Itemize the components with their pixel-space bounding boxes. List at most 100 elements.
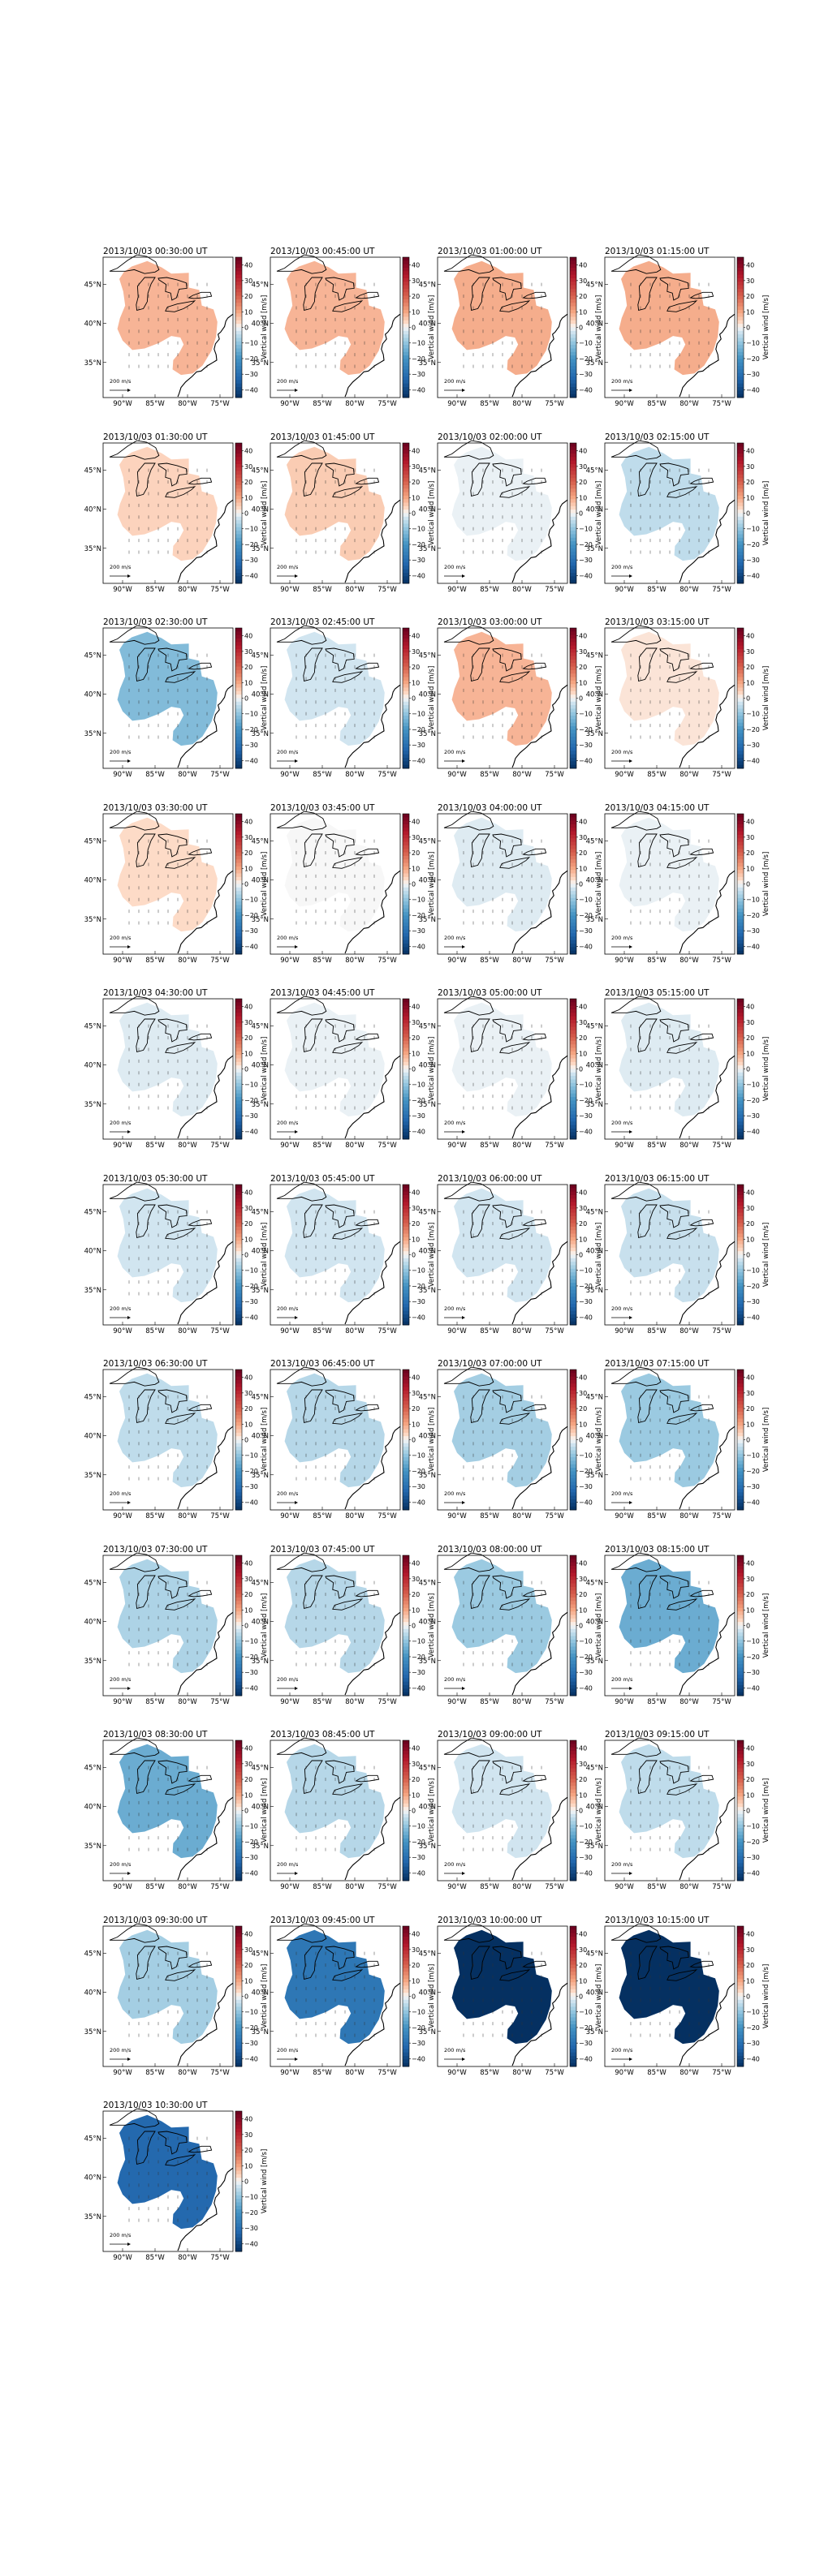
colorbar-segment (570, 527, 576, 531)
colorbar-segment (403, 390, 409, 395)
y-tick-label: 35°N (586, 1286, 603, 1294)
lake-outline (136, 1018, 156, 1052)
colorbar-segment (570, 1558, 576, 1563)
colorbar-segment (570, 837, 576, 842)
axes-frame (270, 256, 401, 398)
colorbar-tick-label: 20 (746, 293, 754, 300)
colorbar-segment (570, 1223, 576, 1227)
panel-title: 2013/10/03 02:15:00 UT (605, 432, 710, 442)
colorbar-segment (403, 719, 409, 724)
colorbar-segment (570, 348, 576, 353)
reference-arrow-label: 200 m/s (110, 1490, 132, 1497)
coastline (177, 499, 234, 583)
colorbar-tick-label: 40 (244, 1374, 252, 1382)
colorbar-tick-label: 10 (244, 865, 252, 872)
reference-arrow-head (295, 1315, 298, 1319)
y-tick-label: 35°N (252, 1286, 269, 1294)
colorbar-segment (235, 908, 242, 913)
lake-outline (188, 1219, 213, 1226)
coastline (679, 870, 736, 953)
x-tick-label: 90°W (280, 1142, 300, 1150)
wind-region (284, 631, 385, 746)
colorbar-segment (570, 569, 576, 573)
colorbar-segment (737, 831, 744, 835)
colorbar-segment (570, 492, 576, 496)
colorbar-segment (403, 813, 409, 818)
colorbar-segment (570, 1202, 576, 1206)
lake-outline (689, 291, 714, 299)
lake-outline (443, 996, 494, 1016)
coastline (344, 313, 401, 398)
colorbar-segment (737, 1065, 744, 1069)
colorbar-segment (737, 1047, 744, 1052)
colorbar-segment (737, 1219, 744, 1223)
colorbar-segment (403, 579, 409, 583)
y-tick-label: 35°N (84, 1472, 101, 1480)
y-tick-label: 40°N (419, 691, 436, 699)
colorbar-tick-label: −10 (244, 1637, 258, 1645)
panel-title: 2013/10/03 02:30:00 UT (103, 617, 208, 627)
colorbar-segment (403, 1593, 409, 1598)
wind-region (284, 260, 385, 376)
colorbar-segment (235, 631, 242, 636)
colorbar-segment (235, 1394, 242, 1398)
colorbar-segment (737, 666, 744, 671)
x-tick-label: 85°W (480, 1512, 499, 1520)
colorbar-tick-label: −10 (746, 340, 760, 347)
colorbar-segment (570, 306, 576, 311)
colorbar-tick-label: 20 (579, 479, 587, 486)
reference-arrow-label: 200 m/s (444, 935, 466, 941)
colorbar-segment (403, 761, 409, 766)
colorbar-segment (235, 1321, 242, 1325)
lake-outline (165, 1042, 196, 1054)
colorbar-segment (570, 1044, 576, 1048)
colorbar-segment (403, 999, 409, 1003)
x-tick-label: 80°W (178, 1327, 197, 1335)
colorbar-segment (737, 537, 744, 542)
lake-outline (303, 462, 323, 497)
colorbar-segment (570, 1037, 576, 1042)
colorbar-segment (235, 1005, 242, 1010)
wind-region (284, 1002, 385, 1117)
colorbar-tick-label: 20 (244, 1220, 252, 1228)
colorbar-segment (570, 1436, 576, 1440)
colorbar-tick-label: −40 (746, 757, 760, 764)
colorbar-segment (403, 929, 409, 933)
lake-outline (303, 647, 323, 682)
colorbar-segment (737, 1408, 744, 1413)
reference-arrow-head (462, 944, 465, 948)
y-tick-label: 35°N (419, 1657, 436, 1665)
colorbar-label: Vertical wind [m/s] (261, 1593, 269, 1658)
colorbar-segment (235, 1464, 242, 1469)
x-tick-label: 80°W (345, 1698, 365, 1706)
colorbar-segment (403, 467, 409, 471)
colorbar-segment (737, 879, 744, 884)
colorbar-segment (570, 845, 576, 849)
y-tick-label: 45°N (84, 652, 101, 660)
colorbar-segment (403, 1069, 409, 1073)
colorbar-segment (235, 471, 242, 475)
y-tick-label: 35°N (419, 730, 436, 738)
colorbar-segment (570, 558, 576, 562)
colorbar-segment (235, 1254, 242, 1258)
colorbar-tick-label: −20 (412, 355, 425, 363)
colorbar-segment (235, 1415, 242, 1419)
axes-frame (604, 256, 736, 398)
colorbar-segment (570, 1111, 576, 1116)
colorbar-segment (235, 946, 242, 951)
colorbar-segment (235, 1674, 242, 1679)
coastline (177, 684, 234, 768)
colorbar-segment (403, 1121, 409, 1126)
x-tick-label: 80°W (178, 586, 197, 594)
map-panel: 2013/10/03 02:45:00 UT 90°W 85°W 80°W 75°W 45… (252, 614, 436, 789)
colorbar-segment (570, 267, 576, 272)
colorbar-segment (737, 631, 744, 636)
lake-outline (355, 477, 380, 484)
lake-outline (276, 1366, 327, 1387)
colorbar-segment (235, 1065, 242, 1069)
x-tick-label: 80°W (345, 586, 365, 594)
colorbar-segment (235, 1061, 242, 1066)
colorbar-segment (235, 862, 242, 867)
